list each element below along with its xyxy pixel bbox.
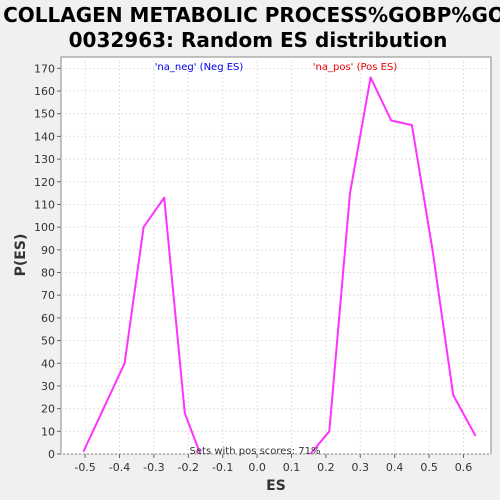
plot-area xyxy=(60,56,492,455)
legend-neg-label: 'na_neg' (Neg ES) xyxy=(155,62,244,73)
neg-es-line xyxy=(82,196,202,455)
pos-scores-annotation: Sets with pos scores: 71% xyxy=(190,446,321,457)
legend-pos-label: 'na_pos' (Pos ES) xyxy=(313,62,398,73)
x-tick-label: 0.4 xyxy=(386,461,404,474)
x-tick-label: 0.6 xyxy=(455,461,473,474)
x-tick-label: -0.3 xyxy=(143,461,164,474)
y-tick-label: 170 xyxy=(34,62,55,75)
y-tick-label: 60 xyxy=(41,312,55,325)
x-tick-label: 0.1 xyxy=(283,461,301,474)
chart-title-line-1: COLLAGEN METABOLIC PROCESS%GOBP%GO: xyxy=(3,3,500,27)
y-tick-label: 10 xyxy=(41,425,55,438)
pos-es-line xyxy=(309,76,477,455)
x-tick-label: 0.0 xyxy=(248,461,266,474)
y-tick-label: 90 xyxy=(41,244,55,257)
y-tick-label: 50 xyxy=(41,335,55,348)
x-tick-label: 0.2 xyxy=(317,461,335,474)
x-tick-label: -0.5 xyxy=(74,461,95,474)
y-axis-label: P(ES) xyxy=(13,234,29,277)
y-tick-label: 20 xyxy=(41,403,55,416)
y-tick-label: 150 xyxy=(34,108,55,121)
y-tick-label: 120 xyxy=(34,176,55,189)
y-tick-label: 80 xyxy=(41,267,55,280)
x-tick-label: 0.3 xyxy=(352,461,370,474)
x-tick-label: -0.1 xyxy=(212,461,233,474)
y-tick-label: 130 xyxy=(34,153,55,166)
y-tick-label: 70 xyxy=(41,289,55,302)
y-tick-label: 40 xyxy=(41,357,55,370)
y-tick-label: 140 xyxy=(34,130,55,143)
x-tick-label: -0.4 xyxy=(109,461,130,474)
y-tick-label: 110 xyxy=(34,198,55,211)
chart-title-line-2: 0032963: Random ES distribution xyxy=(69,28,448,52)
y-tick-label: 160 xyxy=(34,85,55,98)
y-tick-label: 0 xyxy=(48,448,55,461)
line-layer xyxy=(82,76,477,455)
x-tick-label: 0.5 xyxy=(420,461,438,474)
x-tick-label: -0.2 xyxy=(178,461,199,474)
x-axis-label: ES xyxy=(266,478,286,494)
y-tick-label: 100 xyxy=(34,221,55,234)
y-tick-label: 30 xyxy=(41,380,55,393)
tick-layer: -0.5 -0.4 -0.3 -0.2 -0.1 0.0 0.1 0.2 0.3 0.4 0.5 0.… xyxy=(34,62,472,474)
